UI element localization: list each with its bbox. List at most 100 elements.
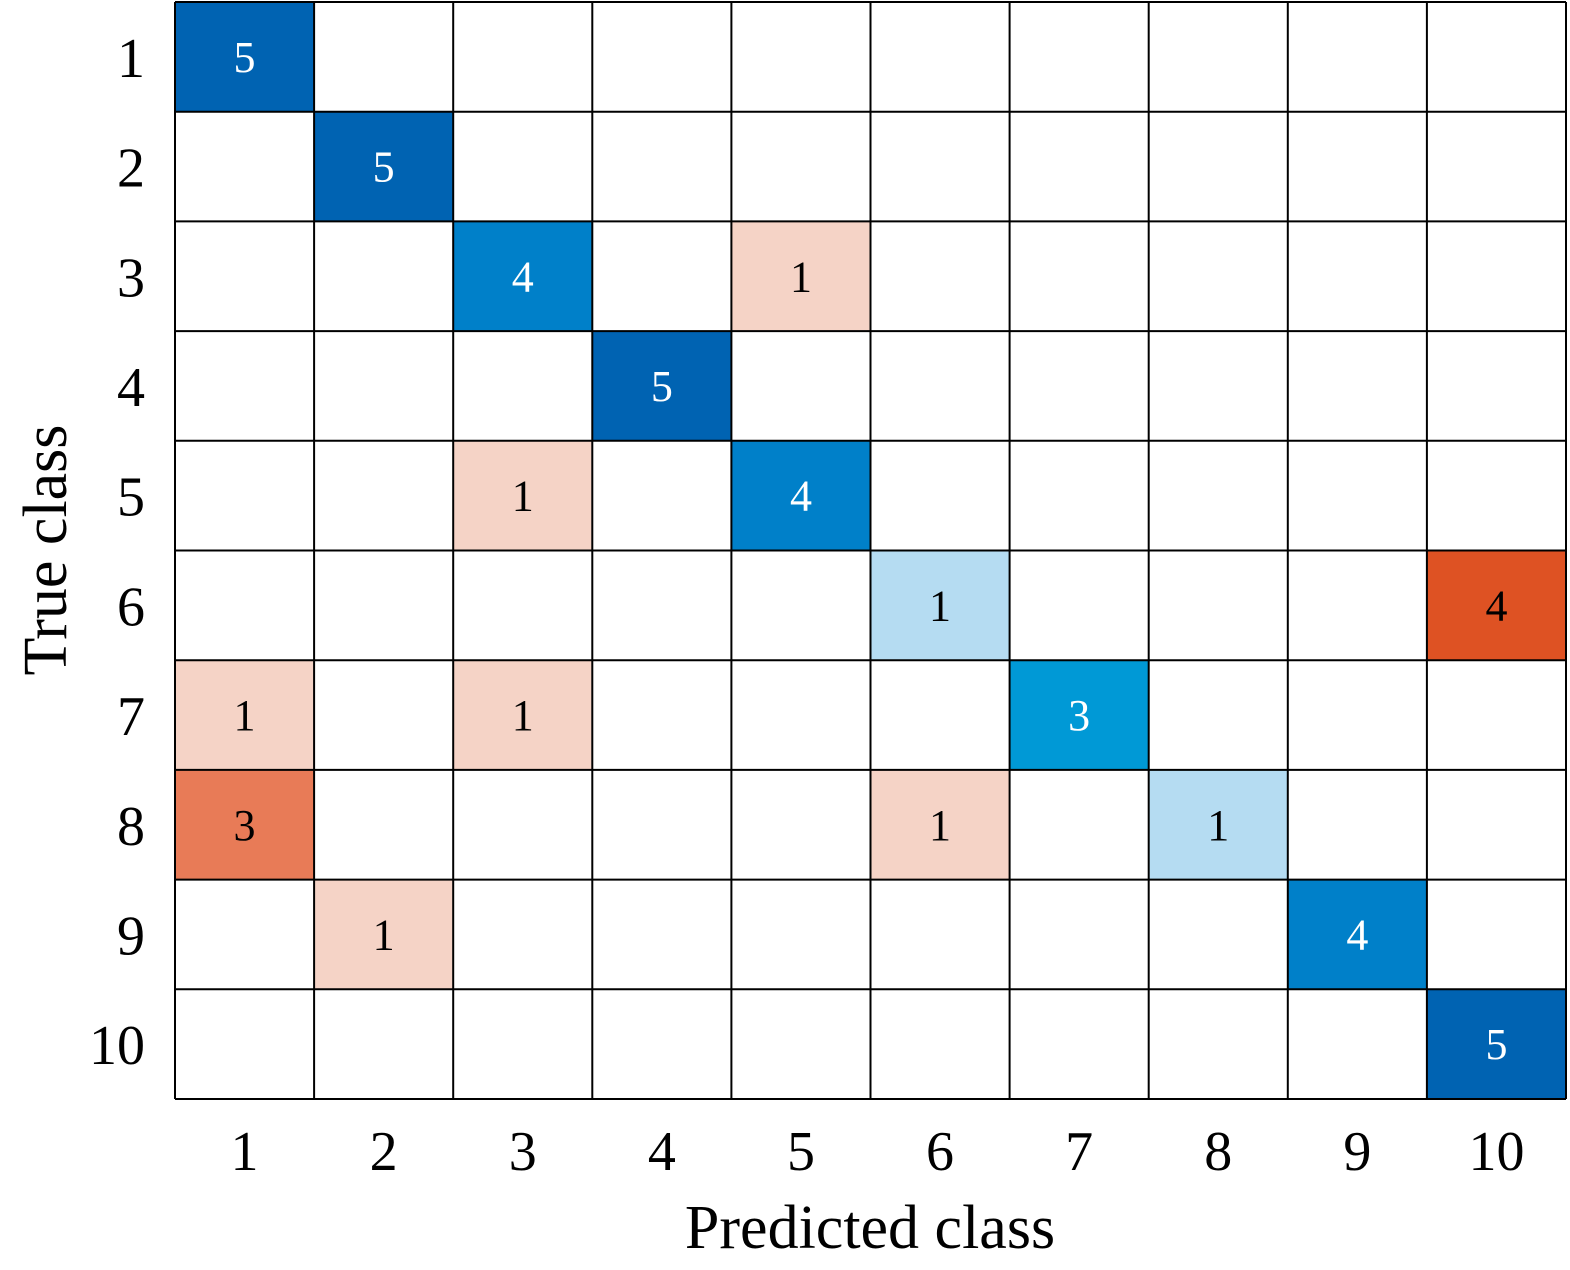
heatmap-cell-r10-c2 (314, 989, 454, 1099)
x-axis-ticks: 1 2 3 4 5 6 7 8 9 10 (231, 1121, 1525, 1183)
cell-value-r2-c2: 5 (373, 143, 395, 192)
heatmap-cell-r5-c3 (453, 440, 593, 551)
heatmap-cell-r6-c7 (1009, 550, 1149, 661)
cell-value-r3-c3: 4 (512, 252, 534, 301)
heatmap-cell-r7-c5 (731, 660, 871, 770)
heatmap-cell-r3-c6 (870, 221, 1010, 332)
heatmap-cell-r5-c8 (1148, 440, 1288, 551)
heatmap-cell-r8-c2 (314, 769, 454, 880)
heatmap-cell-r3-c9 (1287, 221, 1427, 332)
heatmap-cell-r1-c10 (1426, 2, 1566, 112)
heatmap-cell-r1-c6 (870, 2, 1010, 112)
heatmap-cell-r10-c3 (453, 989, 593, 1099)
heatmap-cell-r9-c2 (314, 879, 454, 990)
heatmap-cell-r7-c7 (1009, 660, 1149, 770)
cell-value-r10-c10: 5 (1485, 1020, 1507, 1069)
x-tick-label: 8 (1204, 1121, 1232, 1183)
cell-value-r3-c5: 1 (790, 252, 812, 301)
heatmap-cell-r7-c9 (1287, 660, 1427, 770)
heatmap-cell-r3-c4 (592, 221, 732, 332)
heatmap-cell-r1-c1 (175, 2, 315, 112)
y-tick-label: 10 (89, 1015, 145, 1077)
y-tick-label: 3 (117, 247, 145, 309)
cell-value-r8-c6: 1 (929, 801, 951, 850)
heatmap-cell-r8-c10 (1426, 769, 1566, 880)
heatmap-cell-r10-c5 (731, 989, 871, 1099)
heatmap-cell-r9-c5 (731, 879, 871, 990)
heatmap-cell-r3-c8 (1148, 221, 1288, 332)
heatmap-cell-r9-c8 (1148, 879, 1288, 990)
heatmap-cell-r2-c10 (1426, 111, 1566, 222)
y-tick-label: 2 (117, 138, 145, 200)
heatmap-cell-r6-c4 (592, 550, 732, 661)
heatmap-cell-r9-c3 (453, 879, 593, 990)
heatmap-cell-r2-c6 (870, 111, 1010, 222)
heatmap-cell-r8-c3 (453, 769, 593, 880)
heatmap-cell-r3-c10 (1426, 221, 1566, 332)
heatmap-cell-r2-c4 (592, 111, 732, 222)
cell-value-labels: 5 5 4 1 5 1 4 1 4 1 1 3 3 1 1 1 4 5 (234, 33, 1508, 1069)
heatmap-cell-r2-c8 (1148, 111, 1288, 222)
heatmap-cell-r1-c7 (1009, 2, 1149, 112)
y-axis-ticks: 1 2 3 4 5 6 7 8 9 10 (89, 28, 145, 1077)
heatmap-cell-r6-c2 (314, 550, 454, 661)
heatmap-cell-r1-c8 (1148, 2, 1288, 112)
heatmap-cell-r10-c9 (1287, 989, 1427, 1099)
heatmap-cell-r8-c8 (1148, 769, 1288, 880)
y-tick-label: 1 (117, 28, 145, 90)
y-tick-label: 6 (117, 576, 145, 638)
heatmap-cell-r2-c7 (1009, 111, 1149, 222)
heatmap-cell-r10-c1 (175, 989, 315, 1099)
heatmap-cell-r1-c3 (453, 2, 593, 112)
x-axis-label: Predicted class (685, 1194, 1055, 1262)
heatmap-cell-r7-c4 (592, 660, 732, 770)
heatmap-cell-r8-c1 (175, 769, 315, 880)
heatmap-cell-r3-c3 (453, 221, 593, 332)
heatmap-cell-r10-c4 (592, 989, 732, 1099)
heatmap-cells (175, 2, 1566, 1099)
cell-value-r7-c1: 1 (234, 691, 256, 740)
heatmap-cell-r4-c9 (1287, 331, 1427, 441)
x-tick-label: 9 (1343, 1121, 1371, 1183)
cell-value-r8-c1: 3 (234, 801, 256, 850)
heatmap-cell-r8-c4 (592, 769, 732, 880)
y-tick-label: 8 (117, 796, 145, 858)
x-tick-label: 4 (648, 1121, 676, 1183)
heatmap-grid (174, 1, 1567, 1100)
heatmap-cell-r1-c4 (592, 2, 732, 112)
heatmap-cell-r5-c7 (1009, 440, 1149, 551)
cell-value-r5-c3: 1 (512, 472, 534, 521)
x-tick-label: 6 (926, 1121, 954, 1183)
x-tick-label: 7 (1065, 1121, 1093, 1183)
heatmap-cell-r10-c7 (1009, 989, 1149, 1099)
heatmap-cell-r8-c6 (870, 769, 1010, 880)
heatmap-cell-r5-c10 (1426, 440, 1566, 551)
heatmap-cell-r6-c10 (1426, 550, 1566, 661)
y-tick-label: 5 (117, 467, 145, 529)
heatmap-cell-r9-c6 (870, 879, 1010, 990)
heatmap-cell-r6-c5 (731, 550, 871, 661)
cell-value-r7-c7: 3 (1068, 691, 1090, 740)
heatmap-cell-r9-c4 (592, 879, 732, 990)
x-tick-label: 2 (370, 1121, 398, 1183)
heatmap-cell-r5-c9 (1287, 440, 1427, 551)
heatmap-cell-r9-c1 (175, 879, 315, 990)
heatmap-cell-r6-c9 (1287, 550, 1427, 661)
heatmap-cell-r8-c7 (1009, 769, 1149, 880)
heatmap-cell-r7-c6 (870, 660, 1010, 770)
heatmap-cell-r8-c5 (731, 769, 871, 880)
heatmap-cell-r4-c10 (1426, 331, 1566, 441)
heatmap-cell-r1-c5 (731, 2, 871, 112)
heatmap-cell-r6-c3 (453, 550, 593, 661)
heatmap-cell-r7-c8 (1148, 660, 1288, 770)
heatmap-cell-r10-c10 (1426, 989, 1566, 1099)
heatmap-cell-r8-c9 (1287, 769, 1427, 880)
cell-value-r9-c2: 1 (373, 910, 395, 959)
x-tick-label: 3 (509, 1121, 537, 1183)
heatmap-cell-r6-c6 (870, 550, 1010, 661)
heatmap-cell-r3-c1 (175, 221, 315, 332)
cell-value-r9-c9: 4 (1346, 910, 1368, 959)
heatmap-cell-r2-c2 (314, 111, 454, 222)
y-tick-label: 4 (117, 357, 145, 419)
heatmap-cell-r7-c10 (1426, 660, 1566, 770)
